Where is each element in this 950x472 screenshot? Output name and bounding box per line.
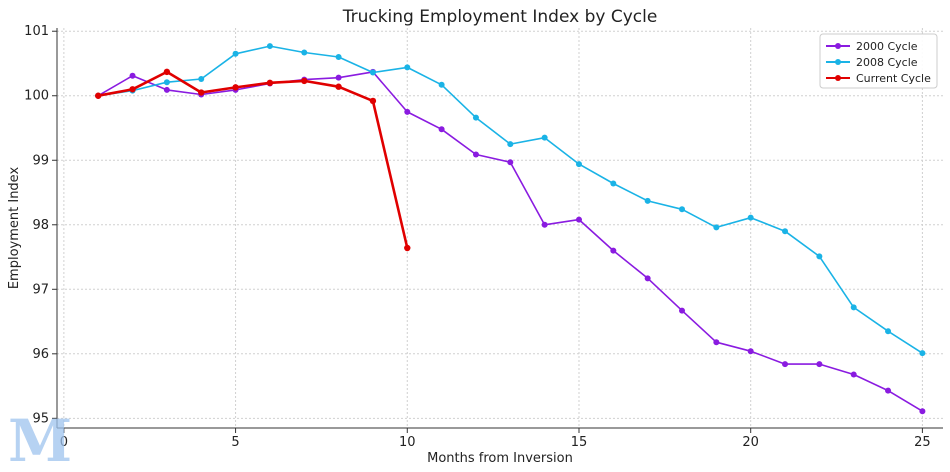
- data-point: [885, 387, 892, 394]
- data-point: [472, 151, 479, 158]
- data-point: [163, 86, 170, 93]
- watermark-logo: M: [8, 407, 72, 472]
- x-tick-label: 5: [231, 435, 239, 450]
- x-tick-label: 15: [571, 435, 588, 450]
- data-point: [575, 216, 582, 223]
- data-point: [301, 49, 308, 56]
- legend-swatch-marker: [835, 43, 841, 49]
- x-tick-label: 10: [399, 435, 416, 450]
- data-point: [472, 114, 479, 121]
- data-point: [850, 371, 857, 378]
- data-point: [232, 50, 239, 57]
- x-tick-label: 25: [914, 435, 931, 450]
- data-point: [369, 97, 377, 105]
- data-point: [301, 77, 308, 85]
- data-point: [816, 253, 823, 260]
- data-point: [644, 275, 651, 282]
- data-point: [575, 161, 582, 168]
- series-current-cycle: [95, 68, 411, 252]
- data-point: [713, 339, 720, 346]
- x-axis-title: Months from Inversion: [427, 451, 573, 466]
- data-point: [507, 159, 514, 166]
- x-tick-label: 20: [742, 435, 759, 450]
- legend-swatch-marker: [835, 59, 841, 65]
- data-point: [885, 328, 892, 335]
- data-point: [782, 228, 789, 235]
- data-point: [919, 350, 926, 357]
- data-point: [610, 247, 617, 254]
- x-tick-labels: 0 5 10 15 20 25: [60, 435, 931, 450]
- data-point: [129, 72, 136, 79]
- data-point: [198, 89, 205, 96]
- chart-title: Trucking Employment Index by Cycle: [342, 7, 658, 27]
- data-point: [610, 180, 617, 187]
- legend-label: Current Cycle: [856, 72, 931, 85]
- y-tick-label: 98: [32, 218, 49, 233]
- legend: 2000 Cycle 2008 Cycle Current Cycle: [819, 33, 938, 89]
- data-point: [438, 126, 445, 133]
- data-point: [850, 304, 857, 311]
- grid: [57, 28, 943, 428]
- data-point: [404, 244, 411, 252]
- data-point: [747, 348, 754, 355]
- data-point: [782, 361, 789, 368]
- data-point: [541, 134, 548, 141]
- legend-label: 2000 Cycle: [856, 40, 918, 53]
- y-tick-label: 100: [24, 89, 49, 104]
- data-point: [335, 83, 342, 90]
- y-tick-label: 99: [32, 153, 49, 168]
- data-point: [232, 84, 239, 91]
- data-point: [266, 79, 274, 87]
- data-point: [404, 64, 411, 71]
- data-point: [679, 307, 686, 314]
- data-point: [713, 224, 720, 231]
- series-layer: [95, 43, 926, 415]
- data-point: [129, 86, 136, 93]
- y-axis-title: Employment Index: [7, 167, 22, 290]
- series-line: [97, 70, 409, 249]
- data-point: [438, 81, 445, 88]
- data-point: [163, 79, 170, 86]
- series-2008-cycle: [95, 43, 926, 357]
- data-point: [335, 54, 342, 61]
- y-tick-label: 95: [32, 411, 49, 426]
- data-point: [335, 74, 342, 81]
- axes: [52, 28, 943, 433]
- data-point: [679, 206, 686, 213]
- y-tick-labels: 95 96 97 98 99 100 101: [24, 24, 49, 426]
- legend-swatch-marker: [835, 75, 841, 81]
- data-point: [266, 43, 273, 50]
- y-tick-label: 97: [32, 282, 49, 297]
- y-tick-label: 101: [24, 24, 49, 39]
- data-point: [163, 68, 171, 76]
- series-2000-cycle: [95, 68, 926, 415]
- data-point: [198, 75, 205, 82]
- data-point: [404, 108, 411, 115]
- y-tick-label: 96: [32, 347, 49, 362]
- x-tick-label: 0: [60, 435, 68, 450]
- legend-box: [819, 33, 938, 89]
- data-point: [507, 141, 514, 148]
- data-point: [919, 408, 926, 415]
- data-point: [95, 92, 102, 99]
- data-point: [369, 69, 376, 76]
- legend-label: 2008 Cycle: [856, 56, 918, 69]
- data-point: [644, 197, 651, 204]
- data-point: [541, 221, 548, 228]
- data-point: [816, 361, 823, 368]
- data-point: [747, 214, 754, 221]
- watermark-letter: M: [8, 407, 72, 472]
